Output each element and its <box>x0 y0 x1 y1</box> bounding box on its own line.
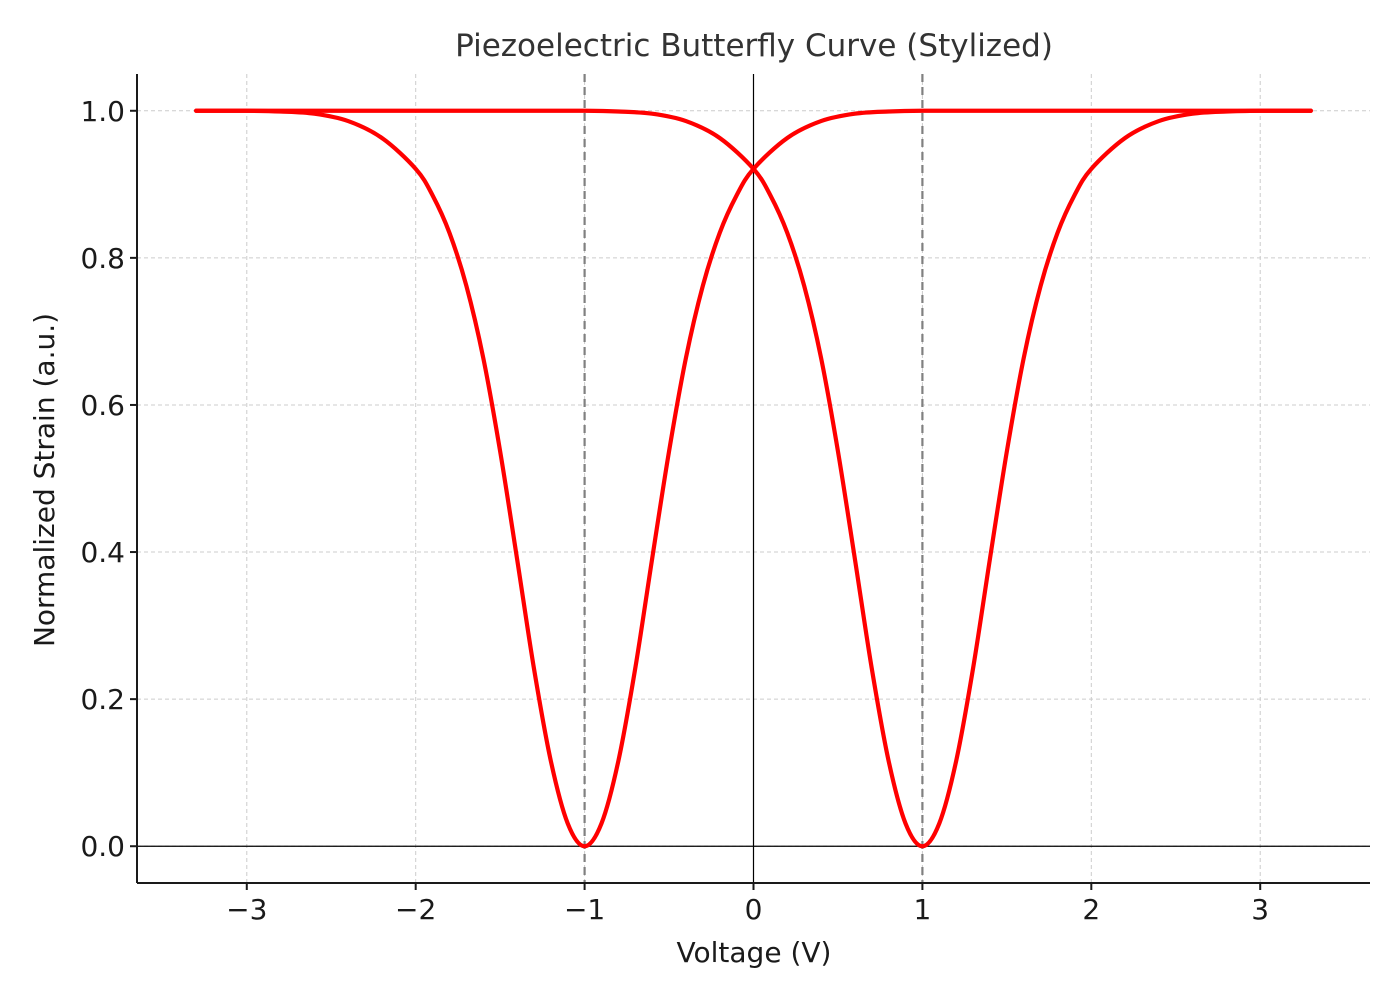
x-tick-label-3: 0 <box>745 893 763 926</box>
reference-lines <box>137 74 1370 883</box>
x-tick-label-5: 2 <box>1082 893 1100 926</box>
y-tick-label-1: 0.2 <box>80 683 125 716</box>
y-tick-label-5: 1.0 <box>80 95 125 128</box>
x-tick-label-6: 3 <box>1251 893 1269 926</box>
series-line-1 <box>194 108 1313 849</box>
y-tick-label-3: 0.6 <box>80 389 125 422</box>
x-tick-label-4: 1 <box>913 893 931 926</box>
chart-title: Piezoelectric Butterfly Curve (Stylized) <box>455 28 1053 64</box>
x-axis-label: Voltage (V) <box>677 936 832 969</box>
series-line-0 <box>194 108 1313 849</box>
x-ticks: −3 −2 −1 0 1 2 3 <box>226 883 1269 926</box>
x-tick-label-1: −2 <box>395 893 436 926</box>
x-tick-label-0: −3 <box>226 893 267 926</box>
y-axis-label: Normalized Strain (a.u.) <box>28 313 61 647</box>
y-tick-label-0: 0.0 <box>80 830 125 863</box>
y-tick-label-2: 0.4 <box>80 536 125 569</box>
y-tick-label-4: 0.8 <box>80 242 125 275</box>
x-tick-label-2: −1 <box>564 893 605 926</box>
y-ticks: 0.0 0.2 0.4 0.6 0.8 1.0 <box>80 95 137 863</box>
series-layer <box>194 108 1313 849</box>
